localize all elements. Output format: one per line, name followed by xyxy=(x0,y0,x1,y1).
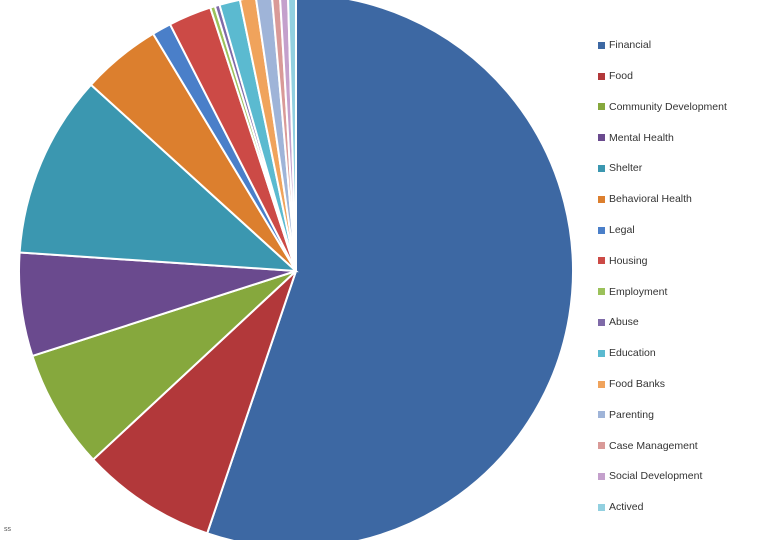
pie-slice-shelter xyxy=(18,83,299,273)
pie-slice-parenting xyxy=(255,0,297,272)
legend-swatch xyxy=(598,41,605,49)
legend-swatch xyxy=(598,103,605,111)
legend-label: Community Development xyxy=(609,100,727,113)
pie-slice-food-banks xyxy=(238,0,297,272)
legend-item-shelter: Shelter xyxy=(598,153,727,184)
legend: Financial Food Community Development Mental… xyxy=(598,30,727,523)
legend-item-food: Food xyxy=(598,61,727,92)
legend-label: Case Management xyxy=(609,439,698,452)
legend-item-parenting: Parenting xyxy=(598,400,727,431)
legend-item-community-development: Community Development xyxy=(598,92,727,123)
legend-label: Parenting xyxy=(609,408,654,421)
pie-slice-financial xyxy=(205,0,574,540)
legend-item-food-banks: Food Banks xyxy=(598,369,727,400)
legend-label: Behavioral Health xyxy=(609,193,692,206)
pie-slice-food xyxy=(91,270,297,535)
legend-item-case-management: Case Management xyxy=(598,430,727,461)
legend-item-financial: Financial xyxy=(598,30,727,61)
legend-item-education: Education xyxy=(598,338,727,369)
legend-label: Social Development xyxy=(609,470,703,483)
legend-label: Food xyxy=(609,69,633,82)
legend-swatch xyxy=(598,442,605,450)
legend-label: Shelter xyxy=(609,162,643,175)
legend-item-employment: Employment xyxy=(598,276,727,307)
legend-swatch xyxy=(598,288,605,296)
legend-swatch xyxy=(598,257,605,265)
pie-slice-community-development xyxy=(31,270,297,462)
legend-swatch xyxy=(598,349,605,357)
legend-label: Education xyxy=(609,347,656,360)
legend-label: Employment xyxy=(609,285,668,298)
legend-swatch xyxy=(598,503,605,511)
legend-label: Actived xyxy=(609,501,644,514)
legend-item-mental-health: Mental Health xyxy=(598,122,727,153)
legend-label: Abuse xyxy=(609,316,639,329)
legend-item-behavioral-health: Behavioral Health xyxy=(598,184,727,215)
legend-label: Legal xyxy=(609,223,635,236)
legend-swatch xyxy=(598,226,605,234)
legend-label: Food Banks xyxy=(609,377,666,390)
legend-item-social-development: Social Development xyxy=(598,461,727,492)
legend-swatch xyxy=(598,165,605,173)
pie-slice-education xyxy=(218,0,297,272)
legend-item-legal: Legal xyxy=(598,215,727,246)
legend-swatch xyxy=(598,473,605,481)
legend-item-actived: Actived xyxy=(598,492,727,523)
legend-label: Mental Health xyxy=(609,131,674,144)
legend-label: Housing xyxy=(609,254,648,267)
legend-item-abuse: Abuse xyxy=(598,307,727,338)
legend-swatch xyxy=(598,319,605,327)
pie-slice-social-development xyxy=(279,0,297,272)
pie-slice-actived xyxy=(287,0,297,272)
corner-mark: ss xyxy=(4,526,11,533)
legend-item-housing: Housing xyxy=(598,246,727,277)
legend-label: Financial xyxy=(609,39,652,52)
legend-swatch xyxy=(598,380,605,388)
legend-swatch xyxy=(598,134,605,142)
legend-swatch xyxy=(598,72,605,80)
legend-swatch xyxy=(598,411,605,419)
legend-swatch xyxy=(598,195,605,203)
